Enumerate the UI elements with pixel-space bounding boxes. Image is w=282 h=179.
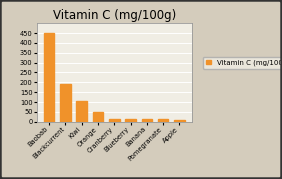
Bar — [92, 112, 103, 122]
Bar — [44, 33, 54, 122]
Title: Vitamin C (mg/100g): Vitamin C (mg/100g) — [52, 9, 176, 22]
Bar — [76, 101, 87, 122]
Bar — [125, 119, 136, 122]
Bar — [60, 84, 70, 122]
Bar — [174, 120, 185, 122]
Bar — [142, 119, 152, 122]
Bar — [109, 119, 120, 122]
Legend: Vitamin C (mg/100g): Vitamin C (mg/100g) — [203, 57, 282, 69]
Bar — [158, 119, 168, 122]
